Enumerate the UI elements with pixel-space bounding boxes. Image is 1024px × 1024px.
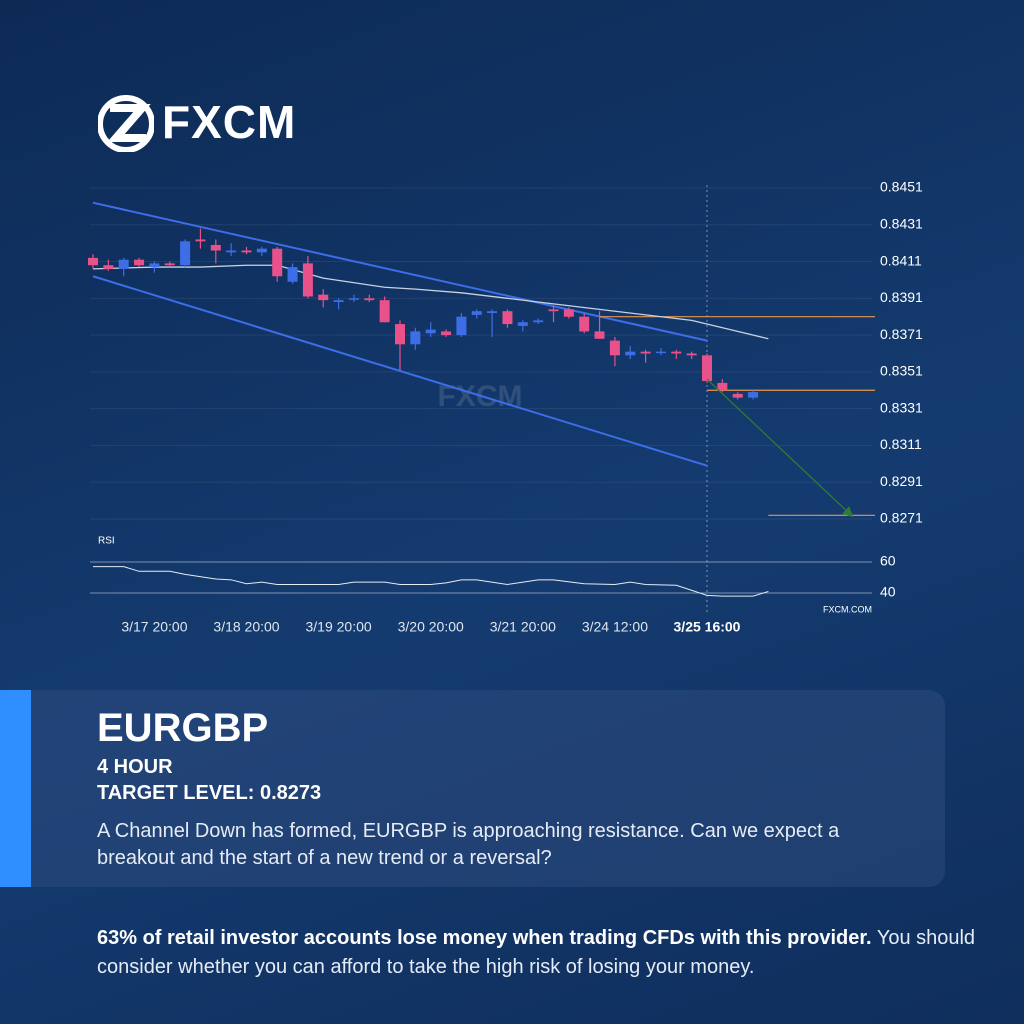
y-tick-label: 0.8371 bbox=[880, 326, 923, 342]
candle-body bbox=[563, 309, 574, 317]
candle-body bbox=[471, 311, 482, 315]
candle-body bbox=[609, 340, 620, 356]
candle-body bbox=[241, 250, 252, 253]
candle-body bbox=[272, 248, 283, 277]
candle-body bbox=[134, 259, 145, 266]
y-tick-label: 0.8451 bbox=[880, 179, 923, 195]
candle-body bbox=[287, 267, 298, 282]
y-tick-label: 0.8331 bbox=[880, 399, 923, 415]
candle-body bbox=[655, 351, 666, 354]
candle-body bbox=[302, 263, 313, 297]
candle-body bbox=[456, 316, 467, 336]
candle-body bbox=[517, 322, 528, 326]
logo: FXCM bbox=[98, 92, 296, 152]
disclaimer: 63% of retail investor accounts lose mon… bbox=[97, 924, 977, 982]
logo-text: FXCM bbox=[162, 96, 297, 148]
target-level: TARGET LEVEL: 0.8273 bbox=[97, 782, 322, 804]
candle-body bbox=[195, 239, 206, 242]
y-tick-label: 0.8411 bbox=[880, 252, 922, 268]
candle-body bbox=[548, 309, 559, 312]
candle-body bbox=[686, 353, 697, 356]
candle-body bbox=[118, 259, 129, 269]
candle-body bbox=[717, 382, 728, 391]
candle-body bbox=[732, 393, 743, 398]
candle-body bbox=[226, 250, 237, 253]
candle-body bbox=[149, 263, 160, 268]
timeframe: 4 HOUR bbox=[97, 756, 173, 778]
channel-line bbox=[92, 201, 708, 342]
candle-body bbox=[318, 294, 329, 301]
rsi-tick-label: 40 bbox=[880, 584, 896, 600]
rsi-label: RSI bbox=[98, 536, 115, 547]
disclaimer-text: You should consider whether you can affo… bbox=[97, 927, 976, 978]
candle-body bbox=[579, 316, 590, 332]
x-tick-label: 3/17 20:00 bbox=[121, 619, 187, 635]
source: FXCM.COM bbox=[823, 604, 872, 614]
projection-arrow bbox=[706, 378, 854, 518]
accent-bar bbox=[0, 690, 31, 887]
candle-body bbox=[164, 263, 175, 266]
candle-body bbox=[364, 298, 375, 301]
candle-body bbox=[379, 300, 390, 323]
candle-body bbox=[88, 257, 98, 266]
candle-body bbox=[671, 351, 682, 354]
candle-body bbox=[425, 329, 436, 334]
y-tick-label: 0.8431 bbox=[880, 215, 923, 231]
symbol: EURGBP bbox=[97, 706, 269, 750]
candle-body bbox=[702, 355, 712, 382]
moving-average bbox=[92, 264, 769, 340]
candle-body bbox=[441, 331, 452, 336]
y-tick-label: 0.8291 bbox=[880, 473, 923, 489]
x-tick-label: 3/18 20:00 bbox=[213, 619, 279, 635]
y-tick-label: 0.8271 bbox=[880, 510, 923, 526]
x-tick-label: 3/20 20:00 bbox=[398, 619, 464, 635]
candle-body bbox=[625, 351, 636, 356]
logo-icon bbox=[98, 95, 154, 152]
candle-body bbox=[533, 320, 544, 323]
candle-body bbox=[348, 298, 359, 300]
candle-body bbox=[210, 245, 221, 251]
rsi-line bbox=[93, 566, 769, 597]
candle-body bbox=[333, 300, 344, 302]
candle-body bbox=[594, 331, 605, 339]
x-tick-label: 3/19 20:00 bbox=[306, 619, 372, 635]
x-tick-label: 3/25 16:00 bbox=[674, 619, 741, 635]
channel-line bbox=[92, 275, 708, 467]
y-tick-label: 0.8391 bbox=[880, 289, 923, 305]
candle-body bbox=[103, 265, 114, 269]
chart: FXCM0.84510.84310.84110.83910.83710.8351… bbox=[88, 179, 923, 635]
description: A Channel Down has formed, EURGBP is app… bbox=[97, 820, 840, 869]
candle-body bbox=[640, 351, 651, 354]
y-tick-label: 0.8311 bbox=[880, 436, 922, 452]
candle-body bbox=[748, 392, 759, 398]
x-tick-label: 3/24 12:00 bbox=[582, 619, 648, 635]
x-tick-label: 3/21 20:00 bbox=[490, 619, 556, 635]
candle-body bbox=[256, 248, 267, 253]
candle-body bbox=[502, 311, 513, 325]
candle-body bbox=[487, 311, 498, 314]
y-tick-label: 0.8351 bbox=[880, 363, 923, 379]
disclaimer-bold: 63% of retail investor accounts lose mon… bbox=[97, 927, 872, 949]
candle-body bbox=[410, 331, 421, 345]
info-panel: EURGBP 4 HOUR TARGET LEVEL: 0.8273 A Cha… bbox=[0, 690, 945, 887]
candle-body bbox=[180, 241, 191, 266]
rsi-tick-label: 60 bbox=[880, 553, 896, 569]
candle-body bbox=[395, 324, 405, 345]
